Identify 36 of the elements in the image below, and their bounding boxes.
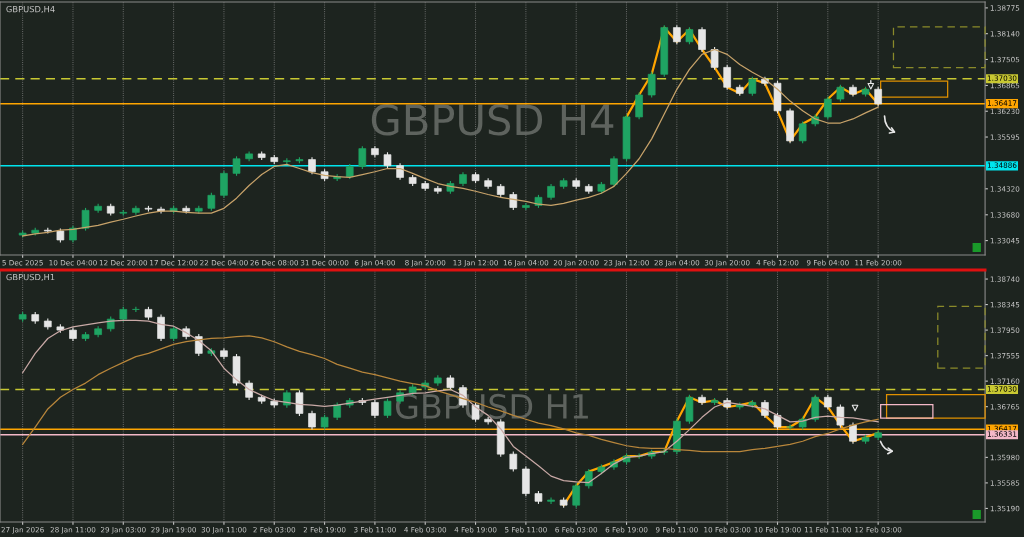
candlestick bbox=[761, 399, 769, 419]
candlestick bbox=[824, 96, 832, 120]
candlestick bbox=[509, 451, 518, 473]
line-series bbox=[22, 48, 879, 237]
candlestick bbox=[358, 145, 367, 170]
candlestick bbox=[798, 120, 807, 144]
candlestick bbox=[647, 71, 656, 98]
candlestick bbox=[685, 394, 694, 425]
candlestick bbox=[673, 24, 681, 45]
candlestick bbox=[81, 207, 90, 232]
candlestick bbox=[220, 170, 228, 199]
candlestick bbox=[383, 398, 392, 419]
candlestick bbox=[635, 92, 643, 120]
candlestick bbox=[522, 202, 530, 211]
candlestick bbox=[723, 64, 731, 91]
candlestick bbox=[295, 389, 304, 417]
text: GBPUSD H4 bbox=[371, 104, 614, 136]
candlestick bbox=[308, 410, 316, 431]
candlestick bbox=[786, 423, 794, 431]
candlestick bbox=[836, 403, 845, 429]
candlestick bbox=[232, 155, 241, 177]
candlestick bbox=[811, 394, 820, 423]
candlestick bbox=[572, 482, 581, 509]
candlestick bbox=[748, 76, 757, 97]
candlestick bbox=[547, 496, 555, 505]
candlestick bbox=[874, 86, 882, 107]
candlestick bbox=[698, 26, 706, 53]
candlestick bbox=[849, 421, 857, 445]
chart-subtitle: GBPUSD,H4 bbox=[6, 5, 55, 14]
chart-subtitle: GBPUSD,H1 bbox=[6, 273, 55, 282]
line-series bbox=[22, 335, 879, 453]
candlestick bbox=[157, 314, 165, 342]
candlestick bbox=[371, 399, 379, 419]
candlestick bbox=[245, 379, 253, 401]
candlestick bbox=[710, 46, 719, 71]
line-series bbox=[22, 319, 879, 484]
